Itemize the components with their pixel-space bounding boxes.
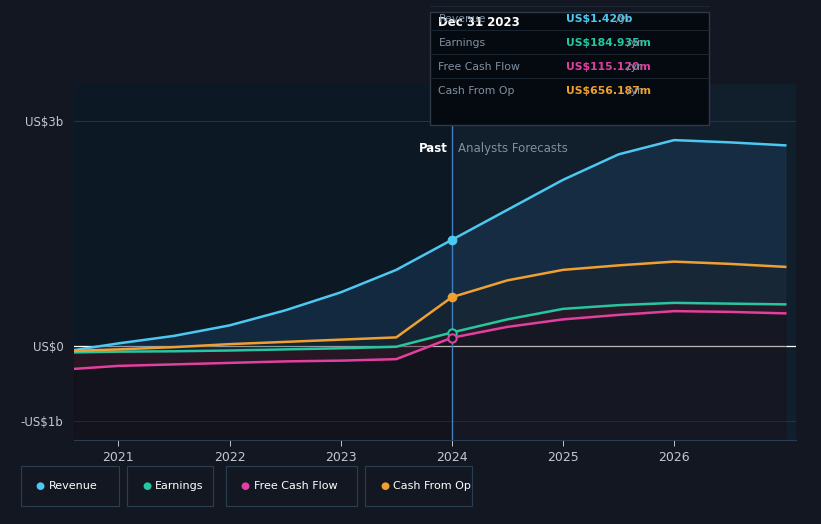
Text: US$184.935m: US$184.935m <box>566 38 650 48</box>
Text: ●: ● <box>380 481 389 491</box>
Text: Cash From Op: Cash From Op <box>438 86 515 96</box>
Text: /yr: /yr <box>627 38 641 48</box>
Text: Analysts Forecasts: Analysts Forecasts <box>458 141 568 155</box>
Text: US$656.187m: US$656.187m <box>566 86 651 96</box>
Text: Earnings: Earnings <box>438 38 485 48</box>
Text: US$1.420b: US$1.420b <box>566 14 632 24</box>
Text: Cash From Op: Cash From Op <box>393 481 471 491</box>
Text: Dec 31 2023: Dec 31 2023 <box>438 16 521 29</box>
Text: Free Cash Flow: Free Cash Flow <box>254 481 337 491</box>
Text: Past: Past <box>419 141 447 155</box>
Text: Earnings: Earnings <box>155 481 204 491</box>
Text: ●: ● <box>241 481 250 491</box>
Text: Revenue: Revenue <box>438 14 486 24</box>
Bar <box>452 84 796 440</box>
Text: /yr: /yr <box>616 14 631 24</box>
Text: /yr: /yr <box>627 62 641 72</box>
Text: ●: ● <box>142 481 151 491</box>
Text: Free Cash Flow: Free Cash Flow <box>438 62 521 72</box>
Text: ●: ● <box>35 481 44 491</box>
Text: US$115.120m: US$115.120m <box>566 62 650 72</box>
Text: /yr: /yr <box>627 86 641 96</box>
Text: Revenue: Revenue <box>48 481 97 491</box>
Bar <box>74 84 452 440</box>
